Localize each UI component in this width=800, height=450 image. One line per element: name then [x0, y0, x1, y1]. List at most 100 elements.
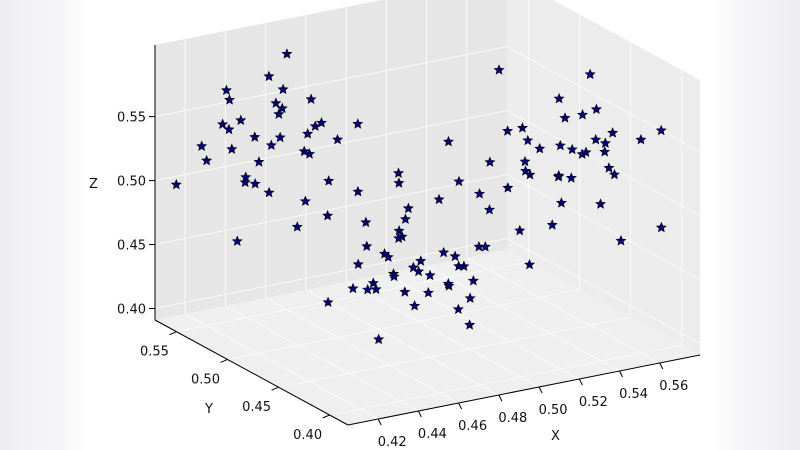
data-point [422, 287, 434, 298]
grid-line-x [386, 273, 580, 380]
data-point [442, 135, 454, 147]
x-tick [377, 418, 382, 426]
z-tick-label: 0.50 [117, 175, 146, 190]
data-point [546, 219, 558, 230]
data-point [399, 286, 411, 297]
z-tick-label: 0.40 [117, 302, 146, 317]
data-point [196, 140, 208, 151]
background-edge-right [710, 0, 800, 450]
grid-line-z [154, 110, 508, 182]
data-point [553, 169, 565, 181]
grid-line-x [265, 297, 459, 404]
data-point [263, 70, 275, 82]
data-point [479, 241, 491, 252]
data-point [553, 92, 565, 104]
data-point [291, 221, 303, 232]
data-point [220, 84, 232, 96]
data-point [608, 168, 620, 180]
data-point [453, 260, 465, 271]
data-point [277, 83, 289, 95]
y-tick-label: 0.55 [140, 345, 169, 360]
data-point [554, 139, 566, 151]
y-tick-label: 0.50 [191, 372, 220, 387]
data-point [323, 175, 335, 186]
grid-line-y [176, 261, 529, 333]
x-tick [498, 394, 503, 402]
y-tick [322, 414, 330, 419]
data-point [274, 131, 286, 143]
x-tick-label: 0.50 [539, 403, 568, 418]
data-point [402, 202, 414, 214]
data-point [559, 112, 571, 123]
y-tick-label: 0.40 [293, 428, 322, 443]
data-point [352, 185, 364, 197]
data-point [599, 137, 611, 148]
data-point [305, 93, 317, 104]
data-points [170, 48, 667, 345]
axes-panels [155, 0, 700, 425]
y-axis-label: Y [204, 402, 213, 417]
data-point [265, 139, 277, 150]
z-tick-label: 0.45 [117, 239, 146, 254]
data-point [263, 186, 275, 198]
data-point [655, 124, 667, 136]
x-tick-label: 0.54 [619, 387, 648, 402]
x-tick-label: 0.56 [659, 379, 688, 394]
y-tick [271, 386, 279, 391]
data-point [442, 278, 454, 289]
data-point [224, 94, 236, 105]
data-point [276, 102, 288, 114]
data-point [607, 127, 619, 138]
grid-line-z [506, 46, 701, 153]
data-point [474, 188, 486, 199]
grid-line-x [426, 265, 620, 372]
data-point [519, 155, 531, 167]
data-point [392, 167, 404, 178]
data-point [399, 213, 411, 224]
data-point [393, 177, 405, 188]
data-point [201, 154, 213, 166]
data-point [415, 255, 427, 266]
data-point [584, 68, 596, 80]
z-tick-label: 0.55 [117, 111, 146, 126]
data-point [249, 178, 261, 189]
data-point [249, 131, 261, 142]
data-point [424, 269, 436, 281]
data-point [170, 178, 182, 190]
data-point [253, 156, 265, 167]
y-tick [220, 358, 228, 363]
data-point [226, 143, 238, 154]
data-point [635, 134, 647, 145]
back-panel-left [155, 0, 507, 320]
data-point [373, 333, 385, 345]
grid-line-z [154, 46, 508, 118]
x-tick-label: 0.42 [378, 435, 407, 450]
data-point [555, 197, 567, 208]
grid-line-z [506, 174, 701, 280]
x-tick [578, 378, 583, 386]
data-point [409, 300, 421, 311]
x-tick [458, 402, 463, 410]
data-point [322, 209, 334, 221]
data-point [332, 133, 344, 145]
grid-line-x [305, 289, 500, 396]
data-point [302, 128, 314, 139]
y-tick [169, 331, 177, 336]
y-axis-line [154, 319, 349, 426]
data-point [407, 261, 419, 273]
x-tick [659, 362, 664, 370]
x-tick-label: 0.48 [498, 411, 527, 426]
data-point [281, 48, 293, 59]
data-point [352, 258, 364, 270]
data-point [502, 182, 514, 193]
data-point [516, 122, 528, 133]
grid-line-z [506, 110, 701, 217]
data-point [449, 250, 461, 262]
data-point [299, 195, 311, 206]
background-edge-left [0, 0, 90, 450]
data-point [322, 296, 334, 308]
data-point [467, 275, 479, 286]
data-point [309, 120, 321, 131]
x-tick-label: 0.44 [418, 427, 447, 442]
